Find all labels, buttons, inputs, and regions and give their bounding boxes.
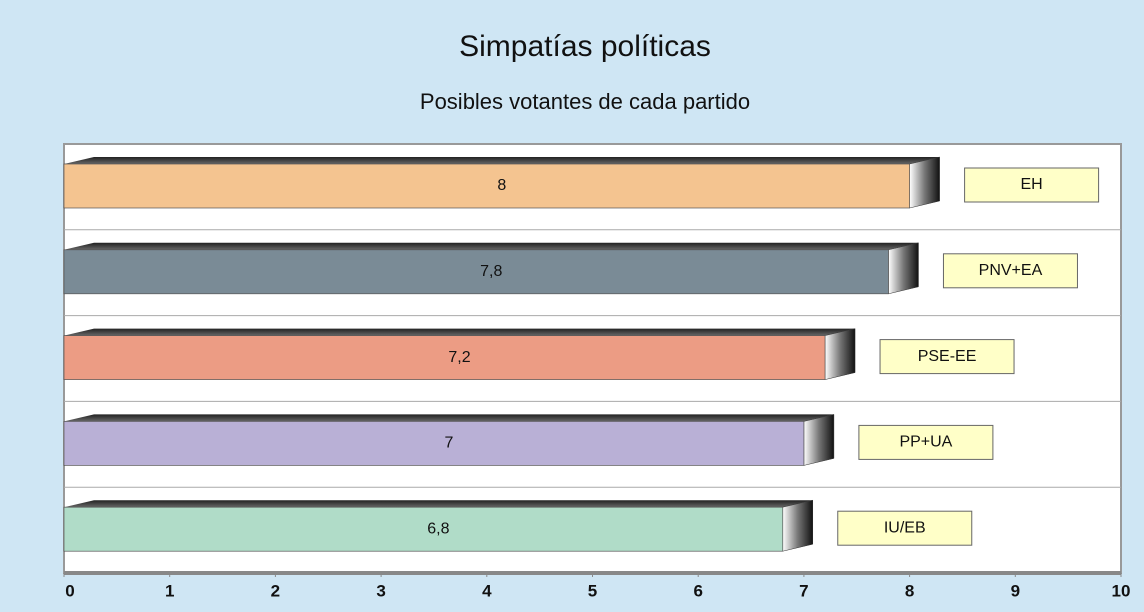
x-tick-label: 2: [271, 581, 280, 600]
x-tick-label: 4: [482, 581, 492, 600]
value-label: 8: [497, 177, 506, 194]
bar: [63, 335, 826, 380]
category-box: [879, 339, 1015, 375]
category-label: PSE-EE: [918, 348, 977, 365]
category-label: PP+UA: [899, 434, 952, 451]
x-tick-label: 0: [65, 581, 74, 600]
x-tick-label: 7: [799, 581, 808, 600]
x-tick-label: 3: [376, 581, 385, 600]
bar: [63, 163, 910, 209]
category-label: IU/EB: [884, 519, 926, 536]
bar-side: [803, 414, 835, 466]
bar-top: [64, 328, 856, 336]
value-label: 7,8: [480, 263, 502, 280]
bar: [63, 506, 784, 552]
x-tick-label: 9: [1011, 581, 1020, 600]
category-box: [964, 167, 1100, 203]
bar-side: [909, 156, 940, 209]
bar-side: [824, 328, 856, 380]
bar-top: [64, 414, 834, 422]
value-label: 6,8: [427, 520, 449, 537]
x-tick-label: 1: [165, 581, 174, 600]
value-label: 7,2: [448, 349, 470, 366]
category-box: [837, 510, 973, 546]
category-label: PNV+EA: [979, 262, 1043, 279]
x-tick-label: 10: [1112, 581, 1131, 600]
value-label: 7: [444, 435, 453, 452]
bar-top: [64, 500, 813, 508]
x-tick-label: 5: [588, 581, 597, 600]
x-tick-label: 6: [693, 581, 702, 600]
bar: [63, 421, 805, 466]
bar-top: [64, 242, 919, 250]
bar-side: [888, 242, 919, 295]
bar-side: [782, 499, 814, 552]
x-tick-label: 8: [905, 581, 914, 600]
bar-top: [64, 157, 940, 164]
category-label: EH: [1020, 176, 1042, 193]
chart-title: Simpatías políticas: [459, 30, 711, 63]
chart-subtitle: Posibles votantes de cada partido: [420, 89, 750, 114]
category-box: [942, 253, 1078, 289]
category-box: [858, 424, 994, 460]
bar: [63, 249, 889, 295]
